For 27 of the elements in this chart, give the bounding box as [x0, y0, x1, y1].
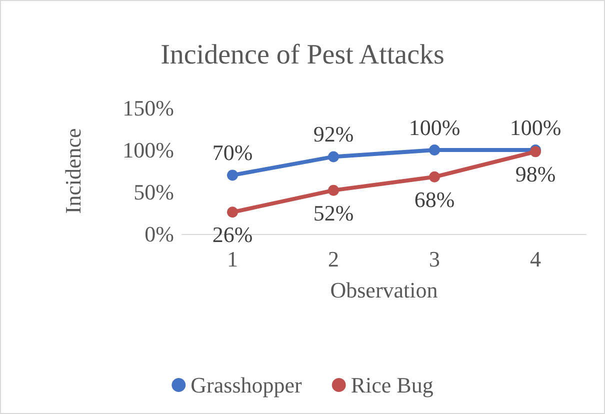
point: [227, 206, 238, 218]
legend-label: Rice Bug: [350, 372, 434, 398]
point: [429, 144, 440, 156]
x-tick-label: 4: [530, 246, 541, 272]
y-tick-label: 50%: [134, 180, 174, 204]
y-axis-title: Incidence: [60, 128, 86, 214]
data-label: 52%: [313, 200, 354, 226]
point: [227, 170, 238, 181]
point: [328, 184, 339, 196]
data-label: 100%: [408, 115, 460, 140]
data-label: 100%: [510, 115, 562, 140]
y-tick-label: 150%: [122, 96, 174, 120]
legend-label: Grasshopper: [190, 372, 303, 398]
data-label: 68%: [414, 186, 455, 212]
x-tick-label: 2: [328, 246, 339, 272]
x-tick-label: 3: [429, 246, 440, 272]
point: [429, 171, 440, 182]
y-tick-label: 0%: [144, 222, 174, 246]
x-tick-label: 1: [227, 246, 238, 272]
data-label: 92%: [313, 122, 354, 147]
data-label: 70%: [212, 140, 253, 166]
data-label: 26%: [212, 222, 253, 248]
y-tick-label: 100%: [122, 138, 174, 162]
x-axis-title: Observation: [330, 278, 438, 302]
point: [328, 151, 339, 162]
data-label: 98%: [515, 162, 556, 187]
chart-title: Incidence of Pest Attacks: [160, 40, 444, 70]
